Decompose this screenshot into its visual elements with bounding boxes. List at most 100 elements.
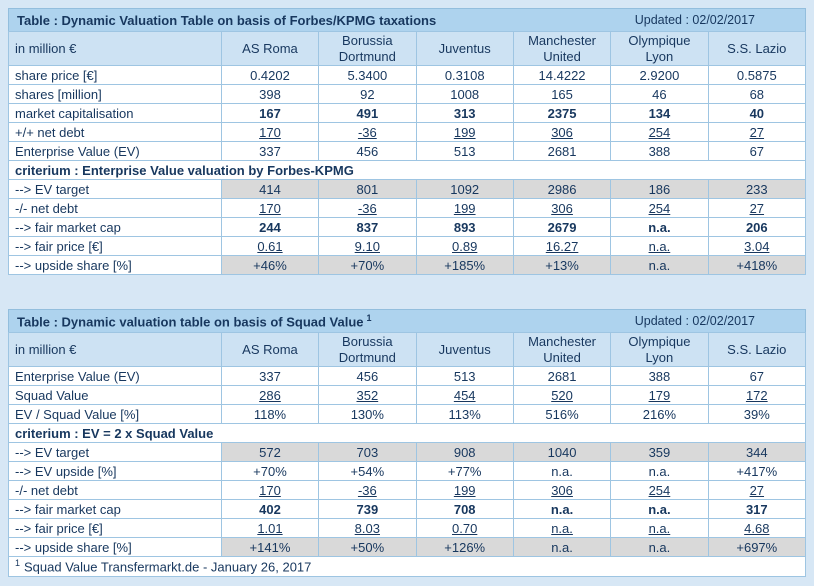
value-cell: 739 [318,499,417,520]
value-cell: +46% [220,255,320,276]
squad-value-valuation-block: Table : Dynamic valuation table on basis… [8,309,807,577]
footnote-marker: 1 [366,313,372,324]
value-cell: 2679 [512,217,612,238]
forbes-kpmg-valuation-table: in million € AS Roma Borussia Dortmund Juve… [8,30,807,276]
value-cell: 134 [610,103,709,124]
value-cell: n.a. [610,499,709,520]
value-cell: 199 [415,480,514,501]
value-cell: 388 [610,141,709,162]
value-cell: 837 [318,217,417,238]
value-cell: 170 [220,198,320,219]
value-cell: 456 [318,141,417,162]
value-cell: n.a. [610,461,709,482]
table1-title-bar: Table : Dynamic Valuation Table on basis… [8,8,806,31]
value-cell: 199 [415,198,514,219]
value-cell: 170 [220,480,320,501]
value-cell: 1008 [415,84,514,105]
squad-value-valuation-table: in million € AS Roma Borussia Dortmund Juve… [8,332,807,577]
value-cell: +13% [512,255,612,276]
value-cell: 179 [610,385,709,406]
value-cell: 118% [220,404,320,425]
value-cell: 306 [512,198,612,219]
data-row: -/- net debt 170 -36 199 306 254 27 [8,480,807,501]
value-cell: +141% [220,537,320,558]
table2-title-bar: Table : Dynamic valuation table on basis… [8,309,806,333]
value-cell: 359 [610,442,709,463]
value-cell: 14.4222 [512,65,612,86]
value-cell: 27 [707,480,807,501]
value-cell: 170 [220,122,320,143]
value-cell: n.a. [610,537,709,558]
value-cell: n.a. [610,217,709,238]
value-cell: 3.04 [707,236,807,257]
value-cell: 402 [220,499,320,520]
row-label: shares [million] [8,84,222,105]
value-cell: 337 [220,141,320,162]
value-cell: 2375 [512,103,612,124]
column-header-as-roma: AS Roma [220,30,320,67]
column-header-row: in million € AS Roma Borussia Dortmund Juve… [8,30,807,67]
column-header-as-roma: AS Roma [220,332,320,368]
value-cell: 908 [415,442,514,463]
value-cell: 172 [707,385,807,406]
value-cell: 165 [512,84,612,105]
row-label: -/- net debt [8,198,222,219]
value-cell: n.a. [512,518,612,539]
data-row: --> fair price [€] 0.61 9.10 0.89 16.27 n.a. 3… [8,236,807,257]
table2-title: Table : Dynamic valuation table on basis… [17,313,372,329]
data-row: --> fair market cap 402 739 708 n.a. n.a. 317 [8,499,807,520]
value-cell: 167 [220,103,320,124]
value-cell: 27 [707,122,807,143]
value-cell: 306 [512,122,612,143]
row-label: Enterprise Value (EV) [8,366,222,387]
row-label: --> fair price [€] [8,236,222,257]
value-cell: 92 [318,84,417,105]
value-cell: 130% [318,404,417,425]
value-cell: 68 [707,84,807,105]
value-cell: 206 [707,217,807,238]
data-row: Squad Value 286 352 454 520 179 172 [8,385,807,406]
value-cell: 454 [415,385,514,406]
value-cell: 0.61 [220,236,320,257]
value-cell: 254 [610,122,709,143]
value-cell: 414 [220,179,320,200]
value-cell: n.a. [512,499,612,520]
value-cell: +126% [415,537,514,558]
value-cell: +418% [707,255,807,276]
value-cell: 233 [707,179,807,200]
value-cell: +697% [707,537,807,558]
value-cell: 352 [318,385,417,406]
spacer [8,275,806,309]
row-label: --> upside share [%] [8,537,222,558]
column-header-s-s-lazio: S.S. Lazio [707,30,807,67]
value-cell: 0.3108 [415,65,514,86]
row-label: Enterprise Value (EV) [8,141,222,162]
column-header-juventus: Juventus [415,332,514,368]
value-cell: 254 [610,480,709,501]
value-cell: 0.70 [415,518,514,539]
data-row: --> EV upside [%] +70% +54% +77% n.a. n.a. +41… [8,461,807,482]
value-cell: 0.4202 [220,65,320,86]
section-row: criterium : Enterprise Value valuation b… [8,160,806,181]
value-cell: 67 [707,141,807,162]
value-cell: 456 [318,366,417,387]
data-row: share price [€] 0.4202 5.3400 0.3108 14.4222… [8,65,807,86]
value-cell: 703 [318,442,417,463]
value-cell: 286 [220,385,320,406]
value-cell: +50% [318,537,417,558]
row-label: --> EV target [8,442,222,463]
value-cell: +54% [318,461,417,482]
data-row: --> upside share [%] +141% +50% +126% n.a. n.… [8,537,807,558]
value-cell: 244 [220,217,320,238]
row-label: share price [€] [8,65,222,86]
value-cell: 67 [707,366,807,387]
value-cell: 16.27 [512,236,612,257]
value-cell: 313 [415,103,514,124]
unit-label: in million € [8,30,222,67]
value-cell: -36 [318,480,417,501]
row-label: EV / Squad Value [%] [8,404,222,425]
value-cell: n.a. [512,537,612,558]
value-cell: 520 [512,385,612,406]
table1-title: Table : Dynamic Valuation Table on basis… [17,13,436,28]
